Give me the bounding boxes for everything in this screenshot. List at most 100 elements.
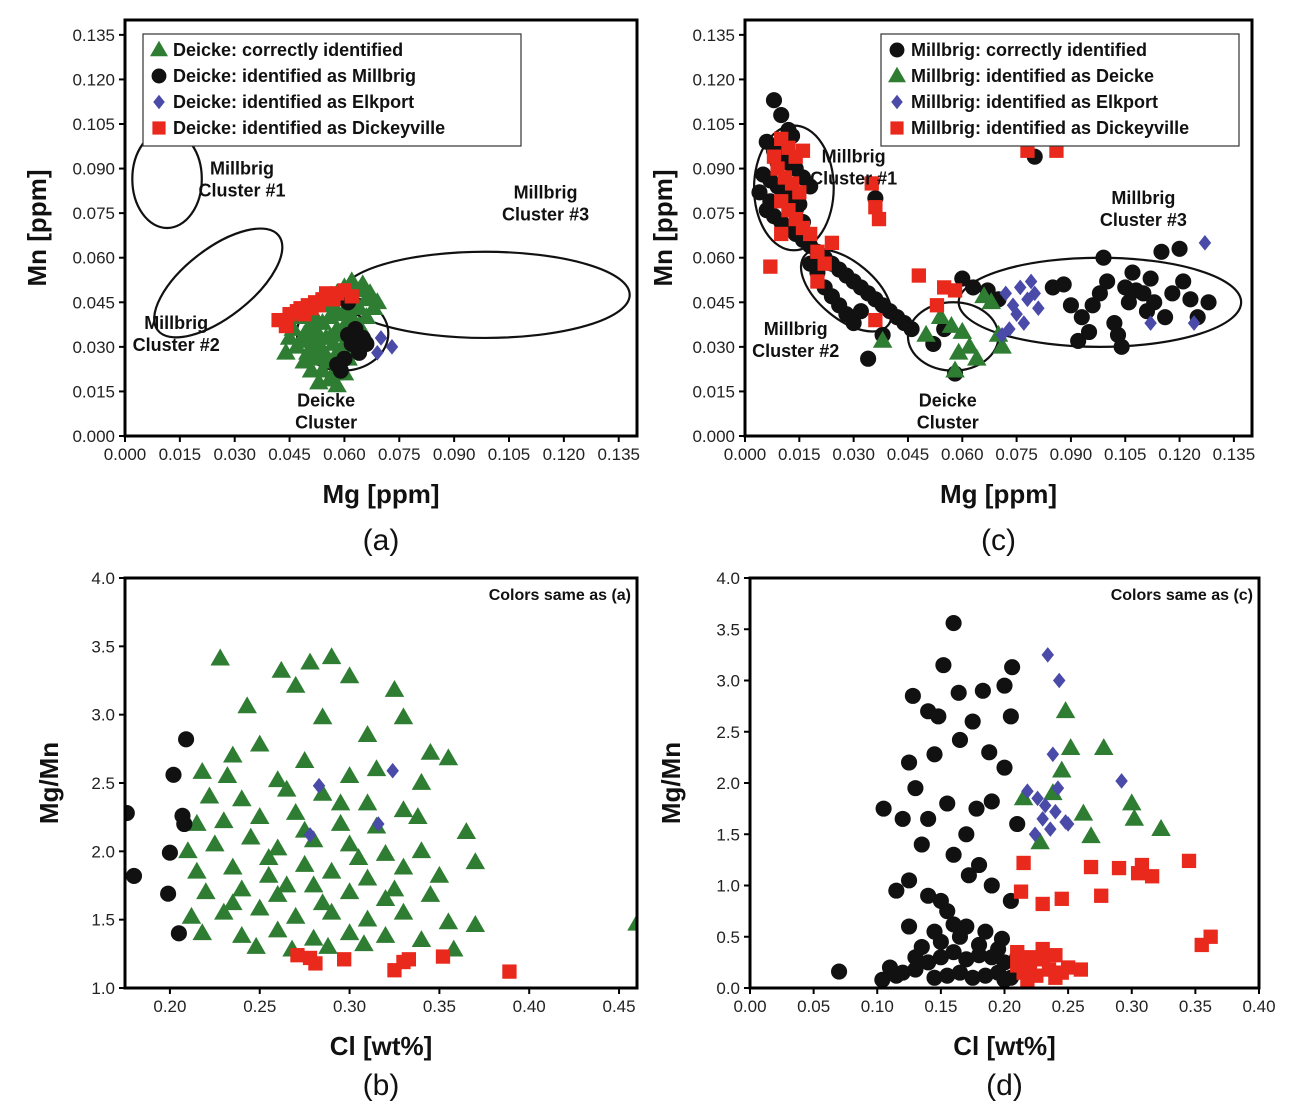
data-point (1022, 955, 1038, 970)
data-point (1043, 783, 1063, 801)
data-point (502, 964, 517, 979)
data-point (205, 834, 225, 852)
cluster-annotation: Cluster #2 (133, 335, 220, 355)
legend-label: Deicke: identified as Dickeyville (173, 118, 445, 138)
data-point (271, 660, 292, 678)
data-point (160, 885, 177, 902)
y-tick-label: 2.0 (91, 842, 115, 861)
data-point (1052, 760, 1072, 778)
data-point (810, 274, 825, 289)
x-tick-label: 0.35 (423, 997, 456, 1016)
data-point (1036, 811, 1049, 827)
y-tick-label: 0.060 (72, 249, 115, 268)
data-point (178, 731, 195, 748)
data-point (165, 766, 182, 783)
data-point (465, 915, 486, 932)
data-point (1073, 803, 1094, 821)
data-point (372, 816, 385, 832)
y-axis-label: Mg/Mn (34, 742, 64, 824)
x-tick-label: 0.45 (602, 997, 635, 1016)
data-point (312, 707, 333, 725)
data-point (1054, 891, 1069, 906)
y-tick-label: 0.030 (692, 338, 735, 357)
data-point (1134, 857, 1150, 873)
data-point (375, 843, 396, 861)
series-triangle (1013, 701, 1171, 850)
data-point (903, 320, 920, 338)
x-tick-label: 0.30 (333, 997, 366, 1016)
data-point (810, 244, 825, 259)
data-point (1135, 285, 1152, 302)
y-tick-label: 0.075 (72, 204, 115, 223)
data-point (294, 854, 315, 872)
data-point (627, 913, 637, 931)
legend-box (880, 33, 1240, 147)
data-point (1044, 821, 1057, 837)
series-diamond (303, 762, 399, 843)
data-point (999, 285, 1012, 302)
data-point (941, 315, 962, 333)
data-point (875, 800, 892, 817)
plot-frame (123, 18, 639, 438)
y-tick-label: 0.015 (72, 382, 115, 401)
data-point (751, 184, 768, 201)
data-point (384, 679, 405, 697)
data-point (1070, 332, 1087, 349)
data-point (1094, 888, 1109, 903)
data-point (1041, 647, 1055, 663)
data-point (907, 949, 924, 966)
data-point (349, 298, 369, 316)
panel-label: (a) (363, 524, 400, 557)
data-point (294, 751, 315, 768)
data-point (438, 748, 459, 766)
data-point (864, 176, 879, 191)
x-tick-label: 0.090 (433, 445, 476, 464)
x-axis-label: Cl [wt%] (953, 1031, 1056, 1061)
x-tick-label: 0.075 (378, 445, 421, 464)
data-point (276, 342, 296, 360)
data-point (1046, 746, 1060, 763)
x-tick-label: 0.015 (778, 445, 821, 464)
data-point (907, 780, 924, 797)
data-point (246, 936, 266, 954)
data-point (1032, 300, 1045, 317)
data-point (1051, 780, 1065, 796)
cluster-annotation: Cluster #1 (199, 181, 286, 201)
cluster-annotation: Cluster #3 (502, 204, 589, 224)
series-square (1010, 853, 1218, 988)
data-point (232, 879, 252, 897)
x-tick-label: 0.120 (1158, 445, 1201, 464)
colors-note: Colors same as (a) (489, 587, 631, 604)
data-point (824, 235, 840, 251)
data-point (1003, 321, 1016, 337)
legend-marker (151, 68, 167, 84)
data-point (339, 834, 360, 852)
data-point (357, 909, 378, 927)
x-tick-label: 0.25 (243, 997, 276, 1016)
data-point (1151, 819, 1171, 836)
data-point (170, 925, 187, 942)
y-tick-label: 0.120 (692, 70, 735, 89)
chart-panel-a: 0.000 0.015 0.030 0.045 0.060 0.075 0.090 0.105… (22, 18, 640, 557)
legend-marker (150, 40, 168, 57)
data-point (327, 375, 347, 393)
legend-label: Deicke: correctly identified (173, 40, 403, 60)
data-point (192, 923, 212, 941)
data-point (316, 345, 336, 363)
data-point (321, 902, 342, 920)
data-point (930, 307, 951, 324)
data-point (332, 362, 349, 379)
x-tick-label: 0.120 (543, 445, 586, 464)
data-point (951, 928, 969, 945)
data-point (964, 713, 981, 730)
data-point (901, 754, 918, 771)
data-point (1030, 832, 1050, 850)
data-point (1021, 783, 1034, 799)
data-point (312, 893, 333, 911)
data-point (1035, 941, 1050, 957)
x-tick-label: 0.030 (213, 445, 256, 464)
legend-label: Millbrig: correctly identified (911, 40, 1147, 60)
y-tick-label: 0.090 (692, 160, 735, 179)
legend-label: Deicke: identified as Millbrig (173, 66, 416, 86)
